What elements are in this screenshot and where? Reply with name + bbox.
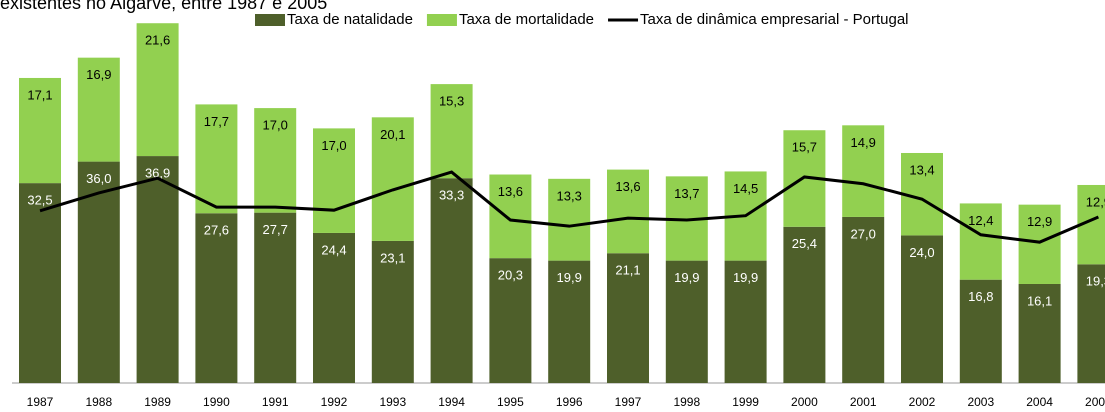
x-tick-label: 1993 [379,395,406,409]
data-label: 17,1 [27,87,52,102]
data-label: 17,7 [204,114,229,129]
x-tick-label: 2001 [850,395,877,409]
data-label: 15,3 [439,94,464,109]
bar-segment [195,213,238,383]
data-label: 16,9 [86,67,111,82]
data-label: 23,1 [380,250,405,265]
data-label: 14,5 [733,181,758,196]
data-label: 21,6 [145,33,170,48]
x-tick-label: 1989 [144,395,171,409]
x-tick-label: 1991 [262,395,289,409]
data-label: 13,3 [557,188,582,203]
x-tick-label: 1994 [438,395,465,409]
data-label: 27,7 [263,222,288,237]
x-tick-label: 2003 [967,395,994,409]
bar-segment [430,178,473,383]
bar-segment [959,279,1002,383]
data-label: 27,0 [851,226,876,241]
bar-segment [19,77,61,184]
data-label: 36,9 [145,166,170,181]
x-tick-label: 2000 [791,395,818,409]
legend-label: Taxa de natalidade [287,11,413,28]
x-tick-label: 2004 [1026,395,1053,409]
data-label: 19,3 [1086,274,1105,289]
legend-swatch [255,14,285,26]
x-tick-label: 1995 [497,395,524,409]
data-label: 24,4 [321,242,346,257]
data-label: 19,9 [733,270,758,285]
data-label: 20,3 [498,268,523,283]
x-tick-label: 1996 [556,395,583,409]
chart-title: existentes no Algarve, entre 1987 e 2005 [0,0,327,13]
bar-segment [901,235,943,383]
data-label: 19,9 [557,270,582,285]
bar-segment [77,161,120,383]
x-tick-label: 1997 [615,395,642,409]
data-label: 21,1 [615,263,640,278]
bar-segment [489,174,532,259]
data-label: 17,0 [321,138,346,153]
bar-segment [1018,204,1061,284]
bar-segment [783,226,826,383]
bar-segment [77,57,120,162]
bar-segment [724,260,767,383]
data-label: 20,1 [380,127,405,142]
bar-segment [548,178,591,261]
x-tick-label: 2005 [1085,395,1105,409]
bar-segment [1018,283,1061,383]
line [39,170,1099,244]
bar-segment [1077,264,1105,383]
bar-segment [842,216,885,383]
x-tick-label: 2002 [909,395,936,409]
x-tick-label: 1992 [321,395,348,409]
data-label: 25,4 [792,236,817,251]
data-label: 24,0 [909,245,934,260]
x-tick-label: 1987 [27,395,54,409]
bar-segment [371,117,414,241]
legend-label: Taxa de mortalidade [459,11,594,28]
bar-segment [195,104,238,214]
bar-segment [254,212,297,383]
x-tick-label: 1998 [673,395,700,409]
data-label: 33,3 [439,188,464,203]
bar-segment [959,203,1002,280]
bar-segment [371,240,414,383]
data-label: 15,7 [792,140,817,155]
data-label: 36,0 [86,171,111,186]
bar-segment [19,183,61,383]
data-label: 13,6 [615,179,640,194]
x-tick-label: 1990 [203,395,230,409]
data-label: 16,8 [968,289,993,304]
data-label: 13,7 [674,186,699,201]
bar-segment [607,169,649,254]
data-label: 14,9 [851,135,876,150]
legend-label: Taxa de dinâmica empresarial - Portugal [640,11,908,28]
data-label: 27,6 [204,223,229,238]
bar-segment [254,108,297,213]
data-label: 13,4 [909,162,934,177]
bar-segment [665,260,708,383]
x-tick-label: 1988 [85,395,112,409]
bar-segment [607,253,649,383]
x-tick-label: 1999 [732,395,759,409]
bar-segment [489,258,532,383]
bar-segment [136,156,179,383]
data-label: 17,0 [263,118,288,133]
data-label: 12,9 [1086,194,1105,209]
data-label: 12,9 [1027,214,1052,229]
bar-segment [430,84,473,179]
data-label: 19,9 [674,270,699,285]
data-label: 32,5 [27,193,52,208]
legend-swatch [426,14,457,26]
bar-segment [313,232,355,383]
data-label: 12,4 [968,213,993,228]
bar-segment [548,260,591,383]
data-label: 16,1 [1027,293,1052,308]
bar-segment [842,125,885,217]
bar-segment [313,128,355,233]
bar-segment [136,23,179,157]
data-label: 13,6 [498,184,523,199]
